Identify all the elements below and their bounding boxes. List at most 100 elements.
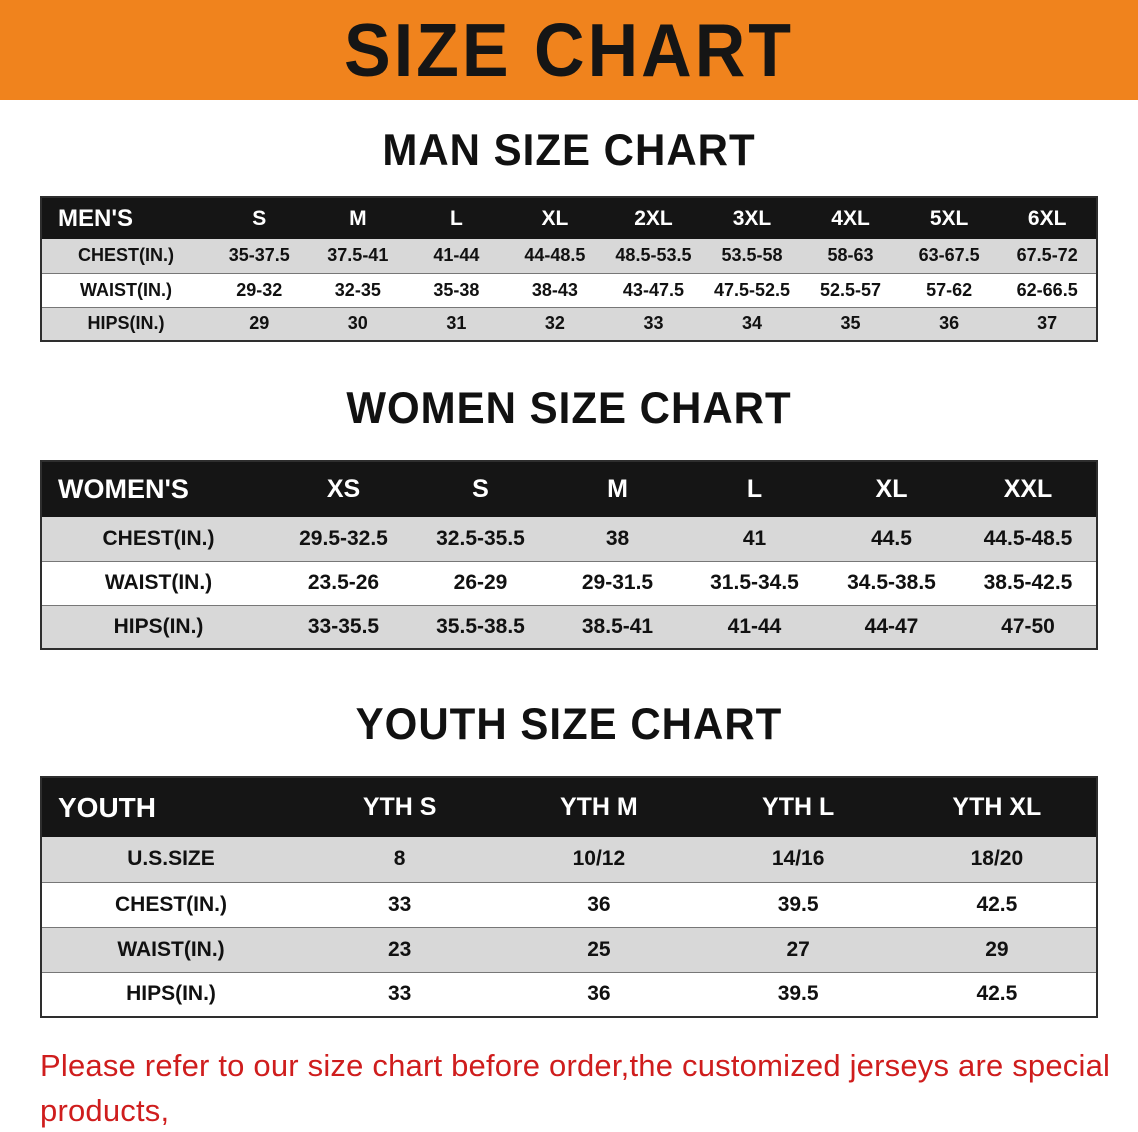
table-row: WAIST(IN.) 23 25 27 29 xyxy=(41,927,1097,972)
size-column-header: 2XL xyxy=(634,206,673,230)
size-value-cell: 39.5 xyxy=(777,982,819,1006)
table-corner-label: YOUTH xyxy=(58,791,156,823)
men-size-section: MAN SIZE CHART MEN'S S M L XL 2XL 3XL 4XL 5XL 6XL… xyxy=(0,100,1138,342)
page-title: SIZE CHART xyxy=(344,7,794,93)
size-value-cell: 44-48.5 xyxy=(524,245,586,266)
table-row: HIPS(IN.) 29 30 31 32 33 34 35 36 37 xyxy=(41,307,1097,341)
table-row: CHEST(IN.) 33 36 39.5 42.5 xyxy=(41,882,1097,927)
size-value-cell: 36 xyxy=(587,982,611,1006)
size-value-cell: 34.5-38.5 xyxy=(847,571,936,594)
table-row: HIPS(IN.) 33 36 39.5 42.5 xyxy=(41,972,1097,1017)
size-column-header: 6XL xyxy=(1027,206,1067,230)
size-value-cell: 10/12 xyxy=(572,847,626,871)
size-value-cell: 33-35.5 xyxy=(307,614,380,638)
table-row: WAIST(IN.) 29-32 32-35 35-38 38-43 43-47.5 47.… xyxy=(41,273,1097,307)
size-value-cell: 37.5-41 xyxy=(327,245,389,266)
size-value-cell: 44-47 xyxy=(864,614,919,638)
size-value-cell: 35 xyxy=(840,313,861,334)
size-value-cell: 33 xyxy=(387,892,412,916)
size-value-cell: 37 xyxy=(1037,313,1058,334)
size-value-cell: 42.5 xyxy=(976,892,1018,916)
size-value-cell: 39.5 xyxy=(777,892,819,916)
size-value-cell: 48.5-53.5 xyxy=(615,245,692,266)
size-column-header: YTH M xyxy=(559,793,638,821)
size-column-header: L xyxy=(449,206,463,230)
size-column-header: YTH L xyxy=(762,793,835,821)
size-value-cell: 67.5-72 xyxy=(1016,245,1078,266)
size-value-cell: 23.5-26 xyxy=(307,571,380,594)
youth-size-table: YOUTH YTH S YTH M YTH L YTH XL U.S.SIZE 8 10/12… xyxy=(40,776,1098,1018)
table-header-row: YOUTH YTH S YTH M YTH L YTH XL xyxy=(41,777,1097,837)
row-label: WAIST(IN.) xyxy=(80,279,172,300)
banner: SIZE CHART xyxy=(0,0,1138,100)
size-value-cell: 35.5-38.5 xyxy=(436,614,525,638)
row-label: CHEST(IN.) xyxy=(102,526,215,550)
women-section-heading: WOMEN SIZE CHART xyxy=(346,383,792,433)
size-value-cell: 63-67.5 xyxy=(918,245,980,266)
size-column-header: XL xyxy=(541,206,569,230)
size-value-cell: 31.5-34.5 xyxy=(710,571,799,594)
table-corner-label: WOMEN'S xyxy=(58,474,189,504)
size-value-cell: 41-44 xyxy=(727,614,782,638)
size-value-cell: 8 xyxy=(393,847,406,871)
table-header-row: MEN'S S M L XL 2XL 3XL 4XL 5XL 6XL xyxy=(41,197,1097,239)
size-column-header: M xyxy=(349,206,367,230)
size-value-cell: 29.5-32.5 xyxy=(299,526,388,550)
size-value-cell: 18/20 xyxy=(970,847,1024,871)
row-label: CHEST(IN.) xyxy=(78,245,174,266)
size-value-cell: 29 xyxy=(249,313,270,334)
size-column-header: YTH S xyxy=(362,793,437,821)
size-column-header: XS xyxy=(326,475,361,503)
youth-size-section: YOUTH SIZE CHART YOUTH YTH S YTH M YTH L YTH… xyxy=(0,650,1138,1018)
table-row: CHEST(IN.) 35-37.5 37.5-41 41-44 44-48.5 48.5… xyxy=(41,239,1097,273)
women-size-section: WOMEN SIZE CHART WOMEN'S XS S M L XL XXL CHEST(… xyxy=(0,342,1138,650)
size-column-header: S xyxy=(472,475,489,503)
size-value-cell: 14/16 xyxy=(771,847,825,871)
size-column-header: S xyxy=(252,206,267,230)
men-size-table: MEN'S S M L XL 2XL 3XL 4XL 5XL 6XL CHEST(IN.) 35-37… xyxy=(40,196,1098,342)
size-value-cell: 33 xyxy=(643,313,664,334)
size-value-cell: 29 xyxy=(985,937,1009,961)
row-label: U.S.SIZE xyxy=(127,847,215,871)
size-value-cell: 42.5 xyxy=(976,982,1018,1006)
size-value-cell: 47-50 xyxy=(1001,614,1055,638)
size-column-header: XXL xyxy=(1003,475,1053,503)
size-value-cell: 38.5-42.5 xyxy=(983,571,1073,594)
size-value-cell: 41 xyxy=(742,526,767,550)
size-column-header: 5XL xyxy=(929,206,969,230)
women-size-table: WOMEN'S XS S M L XL XXL CHEST(IN.) 29.5-32.5 32.5… xyxy=(40,460,1098,650)
men-section-heading: MAN SIZE CHART xyxy=(382,124,756,175)
size-value-cell: 36 xyxy=(939,313,960,334)
size-value-cell: 23 xyxy=(387,937,412,961)
size-value-cell: 26-29 xyxy=(453,571,508,594)
size-value-cell: 38.5-41 xyxy=(581,614,654,638)
size-value-cell: 29-32 xyxy=(236,279,283,300)
size-value-cell: 38-43 xyxy=(531,279,578,300)
size-value-cell: 44.5-48.5 xyxy=(983,526,1073,550)
table-corner-label: MEN'S xyxy=(58,204,134,232)
youth-section-heading: YOUTH SIZE CHART xyxy=(355,699,783,749)
size-value-cell: 47.5-52.5 xyxy=(713,279,791,300)
size-column-header: 3XL xyxy=(732,206,772,230)
size-value-cell: 31 xyxy=(446,313,467,334)
row-label: WAIST(IN.) xyxy=(104,571,213,594)
size-column-header: L xyxy=(746,475,763,503)
size-value-cell: 58-63 xyxy=(827,245,874,266)
size-value-cell: 32-35 xyxy=(334,279,381,300)
size-value-cell: 33 xyxy=(387,982,412,1006)
size-value-cell: 29-31.5 xyxy=(581,571,654,594)
row-label: HIPS(IN.) xyxy=(113,614,204,638)
size-value-cell: 57-62 xyxy=(926,279,973,300)
size-value-cell: 36 xyxy=(587,892,611,916)
row-label: WAIST(IN.) xyxy=(117,937,225,961)
table-row: CHEST(IN.) 29.5-32.5 32.5-35.5 38 41 44.5 44.5… xyxy=(41,517,1097,561)
row-label: HIPS(IN.) xyxy=(126,982,216,1006)
size-value-cell: 35-38 xyxy=(433,279,480,300)
size-value-cell: 32 xyxy=(544,313,565,334)
table-row: U.S.SIZE 8 10/12 14/16 18/20 xyxy=(41,837,1097,882)
size-column-header: XL xyxy=(875,475,908,503)
size-value-cell: 34 xyxy=(741,313,763,334)
size-value-cell: 44.5 xyxy=(871,526,912,550)
table-row: HIPS(IN.) 33-35.5 35.5-38.5 38.5-41 41-44 44-… xyxy=(41,605,1097,649)
